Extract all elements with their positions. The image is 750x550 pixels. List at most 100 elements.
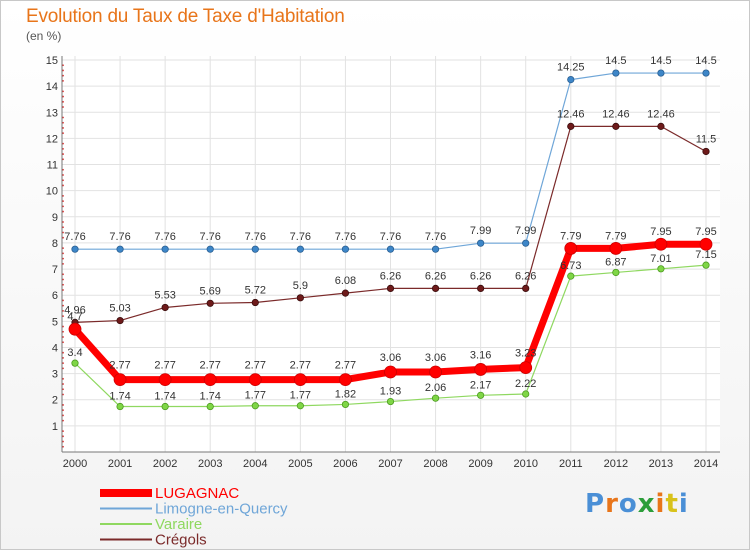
data-label: 2.77 [109, 360, 130, 372]
y-minor-tick [62, 289, 64, 291]
data-label: 6.26 [425, 270, 446, 282]
data-label: 7.76 [109, 231, 130, 243]
data-label: 7.79 [560, 230, 581, 242]
y-minor-tick [62, 414, 64, 417]
y-minor-tick [62, 325, 64, 328]
data-label: 1.77 [290, 390, 311, 402]
y-minor-tick [62, 341, 64, 344]
x-tick-label: 2007 [378, 458, 402, 470]
y-tick-label: 3 [52, 369, 58, 381]
x-tick-label: 2011 [559, 458, 583, 470]
data-label: 1.74 [154, 391, 175, 403]
data-point [206, 402, 214, 411]
y-tick-label: 2 [52, 395, 58, 407]
y-tick-label: 10 [46, 186, 58, 198]
y-minor-tick [62, 383, 64, 385]
data-label: 2.22 [515, 378, 536, 390]
y-tick-label: 13 [46, 107, 58, 119]
x-tick-label: 2000 [63, 458, 87, 470]
y-minor-tick [62, 95, 64, 98]
y-minor-tick [62, 221, 64, 223]
data-label: 7.76 [335, 231, 356, 243]
data-label: 6.73 [560, 260, 581, 272]
data-point [386, 284, 395, 293]
data-point [567, 76, 575, 84]
x-tick-label: 2002 [153, 458, 177, 470]
y-tick-label: 9 [52, 212, 58, 224]
y-minor-tick [62, 393, 64, 396]
data-label: 6.87 [605, 256, 626, 268]
data-label: 3.16 [470, 349, 491, 361]
data-label: 12.46 [602, 108, 630, 120]
x-tick-label: 2013 [649, 458, 673, 470]
data-label: 12.46 [647, 108, 675, 120]
y-minor-tick [62, 445, 64, 448]
y-minor-tick [62, 127, 64, 129]
data-label: 6.26 [380, 270, 401, 282]
data-point [113, 373, 127, 387]
y-minor-tick [62, 362, 64, 365]
y-tick-label: 15 [46, 55, 58, 67]
legend-label: Crégols [155, 532, 207, 549]
data-point [567, 272, 575, 280]
data-point [71, 359, 79, 367]
data-label: 4.7 [67, 311, 82, 323]
y-minor-tick [62, 210, 64, 213]
data-label: 14.25 [557, 62, 585, 74]
data-label: 7.95 [650, 226, 671, 238]
x-tick-label: 2009 [468, 458, 492, 470]
data-label: 12.46 [557, 108, 585, 120]
y-minor-tick [62, 80, 64, 82]
data-label: 14.5 [605, 55, 626, 67]
y-minor-tick [62, 278, 64, 281]
data-label: 14.5 [695, 55, 716, 67]
y-tick-label: 4 [52, 342, 58, 354]
data-point [522, 390, 530, 398]
data-label: 4.96 [64, 304, 85, 316]
data-point [429, 365, 442, 379]
y-minor-tick [62, 440, 64, 443]
data-point [203, 373, 217, 387]
y-tick-label: 11 [47, 160, 58, 172]
x-tick-label: 2004 [243, 458, 267, 470]
y-minor-tick [62, 64, 64, 67]
data-point [251, 402, 259, 410]
data-label: 3.23 [515, 348, 536, 360]
data-label: 2.17 [470, 379, 491, 391]
x-tick-label: 2010 [513, 458, 537, 470]
data-point [384, 365, 397, 379]
y-minor-tick [62, 430, 64, 432]
y-minor-tick [62, 236, 64, 239]
data-point [519, 361, 533, 374]
data-point [68, 322, 82, 336]
data-label: 7.76 [245, 231, 266, 243]
data-point [339, 373, 352, 387]
data-point [161, 303, 169, 312]
y-minor-tick [62, 226, 64, 229]
legend-label: Limogne-en-Quercy [155, 501, 288, 518]
y-minor-tick [62, 273, 64, 276]
data-point [116, 316, 124, 325]
data-point [158, 373, 172, 387]
data-point [386, 245, 395, 253]
data-label: 5.72 [245, 285, 266, 297]
y-minor-tick [62, 283, 64, 286]
data-label: 3.06 [425, 352, 446, 364]
y-minor-tick [62, 121, 64, 124]
y-minor-tick [62, 100, 64, 103]
data-point [612, 69, 620, 77]
y-minor-tick [62, 409, 64, 412]
y-tick-label: 5 [52, 316, 58, 328]
y-minor-tick [62, 132, 64, 135]
data-label: 7.95 [695, 226, 716, 238]
y-minor-tick [62, 205, 64, 208]
data-label: 7.76 [380, 231, 401, 243]
data-point [251, 245, 259, 253]
data-point [567, 122, 575, 130]
y-minor-tick [62, 367, 64, 370]
y-minor-tick [62, 184, 64, 187]
legend-label: Varaire [155, 516, 202, 533]
data-point [341, 400, 350, 409]
